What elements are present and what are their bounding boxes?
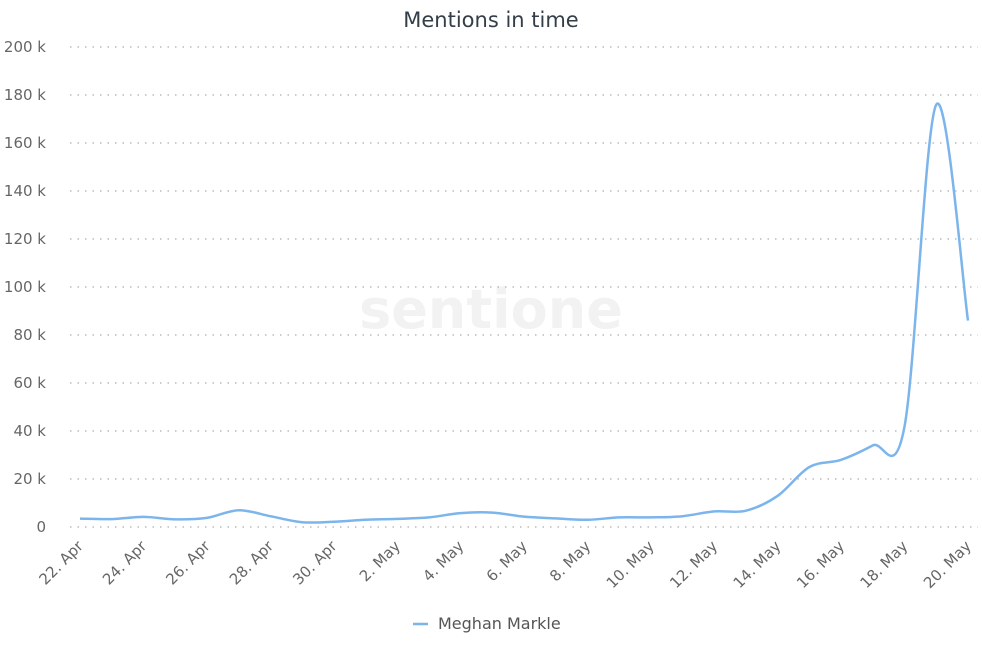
y-tick-label: 80 k (13, 326, 46, 344)
y-tick-label: 140 k (4, 182, 46, 200)
line (79, 102, 970, 524)
y-tick-label: 20 k (13, 470, 46, 488)
x-tick-label: 28. Apr (226, 537, 278, 589)
x-tick-label: 4. May (419, 537, 467, 585)
x-tick-label: 20. May (920, 537, 975, 592)
y-tick-label: 120 k (4, 230, 46, 248)
watermark: sentione (359, 278, 623, 341)
x-tick-label: 22. Apr (36, 537, 88, 589)
x-tick-label: 26. Apr (162, 537, 214, 589)
x-tick-label: 18. May (856, 537, 911, 592)
legend-label: Meghan Markle (438, 614, 561, 633)
y-tick-label: 160 k (4, 134, 46, 152)
y-tick-label: 100 k (4, 278, 46, 296)
chart-title: Mentions in time (403, 8, 578, 32)
x-tick-label: 8. May (546, 537, 594, 585)
x-tick-label: 14. May (730, 537, 785, 592)
y-tick-label: 0 (36, 518, 46, 536)
x-tick-label: 2. May (356, 537, 404, 585)
y-tick-label: 180 k (4, 86, 46, 104)
x-tick-label: 16. May (793, 537, 848, 592)
y-tick-label: 60 k (13, 374, 46, 392)
x-tick-label: 6. May (483, 537, 531, 585)
y-tick-label: 200 k (4, 38, 46, 56)
x-tick-label: 10. May (603, 537, 658, 592)
x-tick-label: 12. May (666, 537, 721, 592)
y-tick-label: 40 k (13, 422, 46, 440)
x-tick-label: 24. Apr (99, 537, 151, 589)
x-tick-label: 30. Apr (289, 537, 341, 589)
